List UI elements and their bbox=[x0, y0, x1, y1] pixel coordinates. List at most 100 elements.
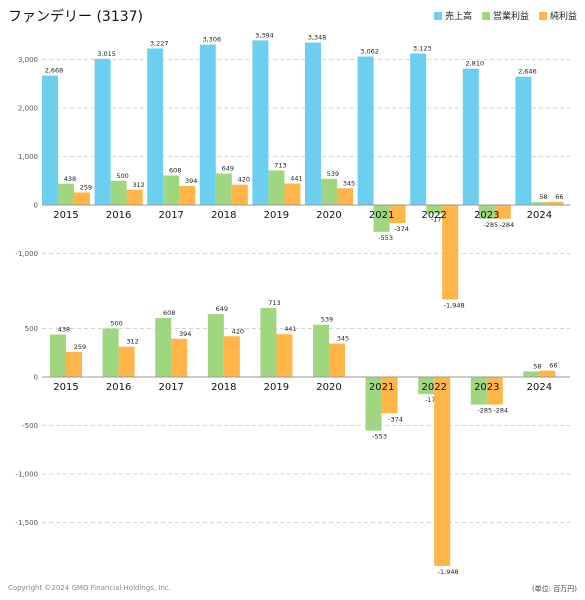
top-bar-net-profit bbox=[547, 201, 564, 205]
bottom-ytick-label: -1,000 bbox=[15, 471, 38, 479]
bottom-bar-operating-profit bbox=[207, 314, 224, 377]
top-bar-operating-profit bbox=[58, 183, 74, 205]
top-bar-operating-profit bbox=[110, 180, 127, 205]
bottom-data-label: -285 bbox=[477, 407, 492, 415]
legend-label-net-profit: 純利益 bbox=[549, 12, 577, 22]
top-xtick-label: 2022 bbox=[421, 210, 446, 221]
legend-swatch-sales bbox=[433, 11, 442, 20]
top-data-label: -284 bbox=[499, 221, 514, 229]
chart-title: ファンデリー (3137) bbox=[8, 9, 144, 25]
top-xtick-label: 2017 bbox=[158, 210, 183, 221]
top-ytick-label: 3,000 bbox=[18, 56, 38, 64]
top-data-label: 420 bbox=[238, 176, 250, 184]
legend-item-operating-profit: 営業利益 bbox=[481, 9, 529, 22]
top-bar-operating-profit bbox=[478, 205, 495, 219]
top-data-label: 259 bbox=[80, 183, 92, 191]
top-data-label: -1,948 bbox=[444, 301, 465, 309]
bottom-ytick-label: 500 bbox=[25, 325, 38, 333]
bottom-bar-net-profit bbox=[276, 334, 293, 377]
bottom-xtick-label: 2018 bbox=[211, 382, 236, 393]
bottom-ytick-label: -500 bbox=[22, 422, 38, 430]
legend-swatch-net-profit bbox=[538, 11, 547, 20]
top-data-label: 3,394 bbox=[255, 31, 274, 39]
bottom-bar-operating-profit bbox=[470, 377, 487, 405]
bottom-xtick-label: 2023 bbox=[474, 382, 499, 393]
bottom-bar-operating-profit bbox=[313, 324, 329, 377]
bottom-bar-net-profit bbox=[118, 346, 135, 377]
top-bar-net-profit bbox=[337, 188, 353, 205]
top-data-label: 2,810 bbox=[465, 60, 484, 68]
bottom-xtick-label: 2017 bbox=[158, 382, 183, 393]
bottom-xtick-label: 2020 bbox=[316, 382, 341, 393]
top-bar-operating-profit bbox=[531, 202, 548, 205]
top-bar-sales bbox=[410, 53, 427, 205]
top-data-label: 3,348 bbox=[308, 34, 327, 42]
top-bar-operating-profit bbox=[268, 170, 285, 205]
top-bar-sales bbox=[147, 48, 164, 205]
copyright-text: Copyright ©2024 GMO Financial Holdings, … bbox=[8, 584, 171, 592]
top-data-label: 539 bbox=[327, 170, 339, 178]
top-data-label: 3,123 bbox=[413, 45, 432, 53]
bottom-data-label: -284 bbox=[493, 407, 508, 415]
top-data-label: -285 bbox=[483, 221, 498, 229]
bottom-data-label: 539 bbox=[321, 316, 333, 324]
bottom-data-label: 500 bbox=[110, 320, 122, 328]
top-bar-operating-profit bbox=[373, 205, 390, 232]
bottom-ytick-label: -1,500 bbox=[15, 519, 38, 527]
top-xtick-label: 2018 bbox=[211, 210, 236, 221]
bottom-data-label: 713 bbox=[268, 299, 280, 307]
top-data-label: -177 bbox=[431, 216, 446, 224]
bottom-bar-net-profit bbox=[434, 377, 451, 566]
top-bar-net-profit bbox=[126, 189, 143, 205]
bottom-data-label: 438 bbox=[58, 326, 70, 334]
top-data-label: 3,306 bbox=[202, 36, 221, 44]
top-data-label: -553 bbox=[378, 234, 393, 242]
bottom-bar-net-profit bbox=[171, 338, 188, 377]
top-data-label: 3,227 bbox=[150, 39, 169, 47]
top-ytick-label: 2,000 bbox=[18, 105, 38, 113]
legend-label-operating-profit: 営業利益 bbox=[492, 12, 529, 22]
bottom-bar-operating-profit bbox=[260, 307, 277, 377]
top-bar-sales bbox=[305, 42, 321, 205]
bottom-xtick-label: 2015 bbox=[53, 382, 78, 393]
top-data-label: 713 bbox=[274, 161, 286, 169]
top-bar-sales bbox=[515, 76, 532, 205]
top-bar-net-profit bbox=[284, 183, 301, 205]
top-data-label: 66 bbox=[555, 193, 563, 201]
top-xtick-label: 2021 bbox=[369, 210, 394, 221]
top-bar-sales bbox=[252, 40, 269, 206]
bottom-xtick-label: 2019 bbox=[264, 382, 289, 393]
bottom-bar-operating-profit bbox=[50, 334, 66, 377]
legend-item-sales: 売上高 bbox=[433, 9, 472, 22]
bottom-bar-operating-profit bbox=[365, 377, 382, 431]
top-bar-operating-profit bbox=[426, 205, 443, 214]
bottom-bar-net-profit bbox=[66, 351, 82, 377]
bottom-xtick-label: 2024 bbox=[527, 382, 552, 393]
top-data-label: 312 bbox=[132, 181, 144, 189]
bottom-bar-net-profit bbox=[381, 377, 398, 414]
legend-label-sales: 売上高 bbox=[444, 12, 472, 22]
bottom-data-label: 441 bbox=[284, 325, 296, 333]
top-ytick-label: 1,000 bbox=[18, 153, 38, 161]
bottom-bar-net-profit bbox=[329, 343, 345, 377]
legend: 売上高 営業利益 純利益 bbox=[433, 9, 577, 22]
top-bar-sales bbox=[199, 44, 216, 206]
top-data-label: 608 bbox=[169, 167, 181, 175]
bottom-ytick-label: 0 bbox=[34, 374, 38, 382]
bottom-data-label: 66 bbox=[549, 362, 557, 370]
bottom-xtick-label: 2021 bbox=[369, 382, 394, 393]
bottom-data-label: -177 bbox=[425, 396, 440, 404]
bottom-bar-operating-profit bbox=[102, 328, 119, 377]
legend-swatch-operating-profit bbox=[481, 11, 490, 20]
bottom-data-label: -374 bbox=[388, 415, 403, 423]
top-bar-net-profit bbox=[179, 185, 196, 205]
bottom-data-label: 259 bbox=[74, 343, 86, 351]
top-data-label: 438 bbox=[64, 175, 76, 183]
top-data-label: 649 bbox=[222, 165, 234, 173]
top-data-label: 345 bbox=[343, 179, 355, 187]
top-xtick-label: 2020 bbox=[316, 210, 341, 221]
top-data-label: 3,062 bbox=[360, 47, 379, 55]
top-bar-net-profit bbox=[74, 192, 90, 205]
bottom-bar-operating-profit bbox=[155, 318, 172, 377]
bottom-bar-net-profit bbox=[539, 370, 556, 377]
